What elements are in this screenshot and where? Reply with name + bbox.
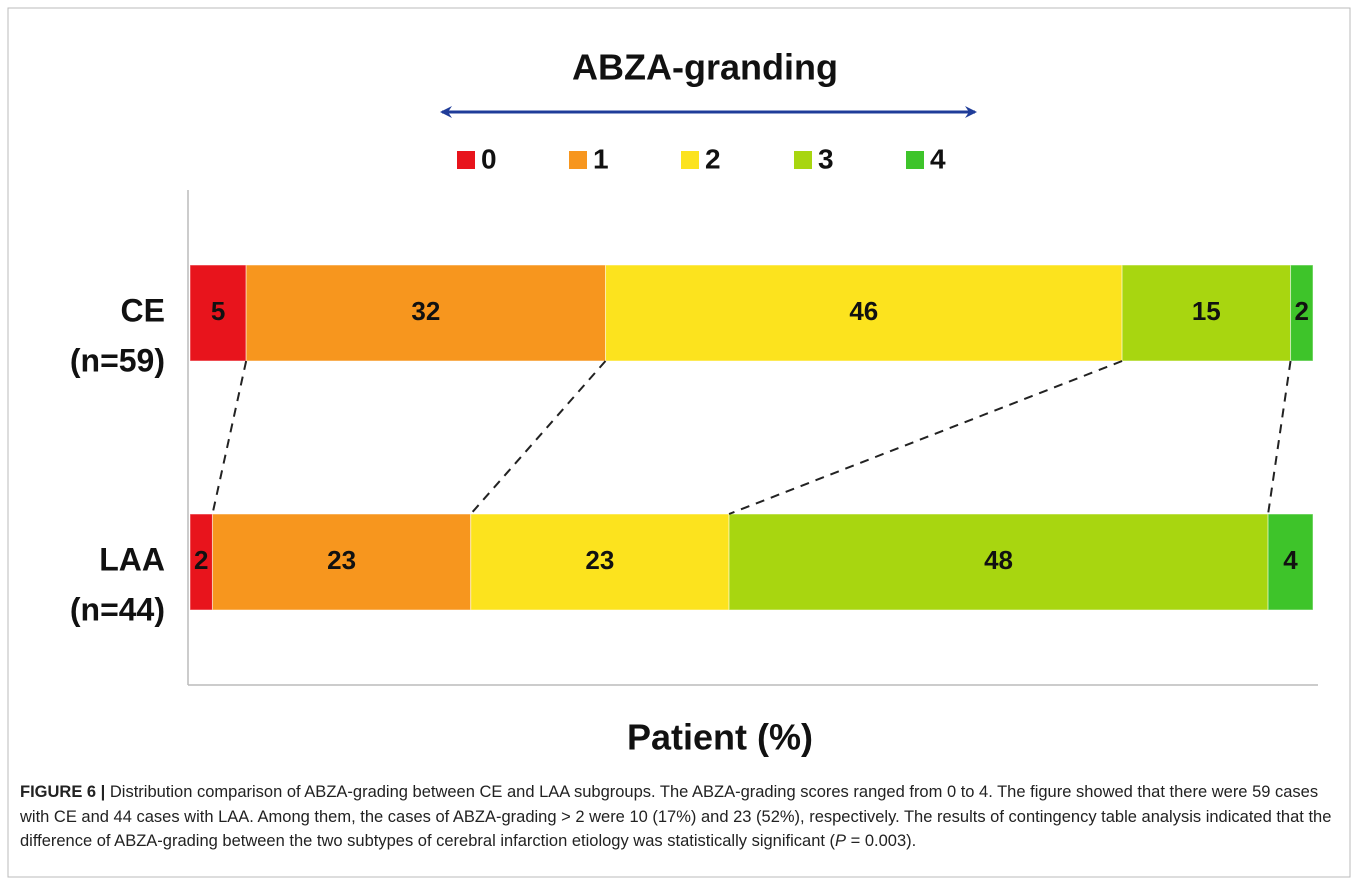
caption: FIGURE 6 | Distribution comparison of AB… bbox=[20, 780, 1338, 854]
data-label: 2 bbox=[1295, 296, 1309, 326]
data-label: 48 bbox=[984, 545, 1013, 575]
data-label: 2 bbox=[194, 545, 208, 575]
legend-swatch bbox=[569, 151, 587, 169]
bar-segment bbox=[470, 513, 730, 611]
data-label: 4 bbox=[1283, 545, 1298, 575]
caption-italic: P bbox=[835, 832, 847, 850]
figure-frame bbox=[7, 7, 1351, 878]
category-sublabel: (n=59) bbox=[70, 342, 165, 378]
legend-swatch bbox=[681, 151, 699, 169]
legend-swatch bbox=[457, 151, 475, 169]
data-label: 5 bbox=[211, 296, 225, 326]
bar-segment bbox=[245, 264, 607, 362]
data-label: 23 bbox=[585, 545, 614, 575]
legend-swatch bbox=[906, 151, 924, 169]
bar-segment bbox=[728, 513, 1269, 611]
legend-label: 2 bbox=[705, 143, 721, 174]
bar-segment bbox=[1290, 264, 1314, 362]
bar-segment bbox=[605, 264, 1123, 362]
connector bbox=[469, 360, 607, 515]
legend-label: 3 bbox=[818, 143, 834, 174]
category-label: CE bbox=[121, 292, 165, 328]
bar-segment bbox=[211, 513, 472, 611]
data-label: 15 bbox=[1192, 296, 1221, 326]
caption-text: Distribution comparison of ABZA-grading … bbox=[20, 783, 1332, 850]
legend-label: 1 bbox=[593, 143, 609, 174]
category-label: LAA bbox=[99, 541, 165, 577]
x-axis-label: Patient (%) bbox=[627, 717, 813, 758]
bar-segment bbox=[1267, 513, 1314, 611]
legend-swatch bbox=[794, 151, 812, 169]
legend-label: 4 bbox=[930, 143, 946, 174]
chart-title: ABZA-granding bbox=[572, 47, 838, 88]
data-label: 46 bbox=[849, 296, 878, 326]
caption-text: = 0.003). bbox=[846, 832, 917, 850]
data-label: 23 bbox=[327, 545, 356, 575]
caption-label: FIGURE 6 | bbox=[20, 783, 106, 801]
legend-label: 0 bbox=[481, 143, 497, 174]
connector bbox=[1267, 360, 1292, 515]
bar-segment bbox=[189, 264, 247, 362]
connector bbox=[728, 360, 1123, 515]
category-sublabel: (n=44) bbox=[70, 591, 165, 627]
bar-segment bbox=[1121, 264, 1292, 362]
data-label: 32 bbox=[411, 296, 440, 326]
connector bbox=[211, 360, 248, 515]
